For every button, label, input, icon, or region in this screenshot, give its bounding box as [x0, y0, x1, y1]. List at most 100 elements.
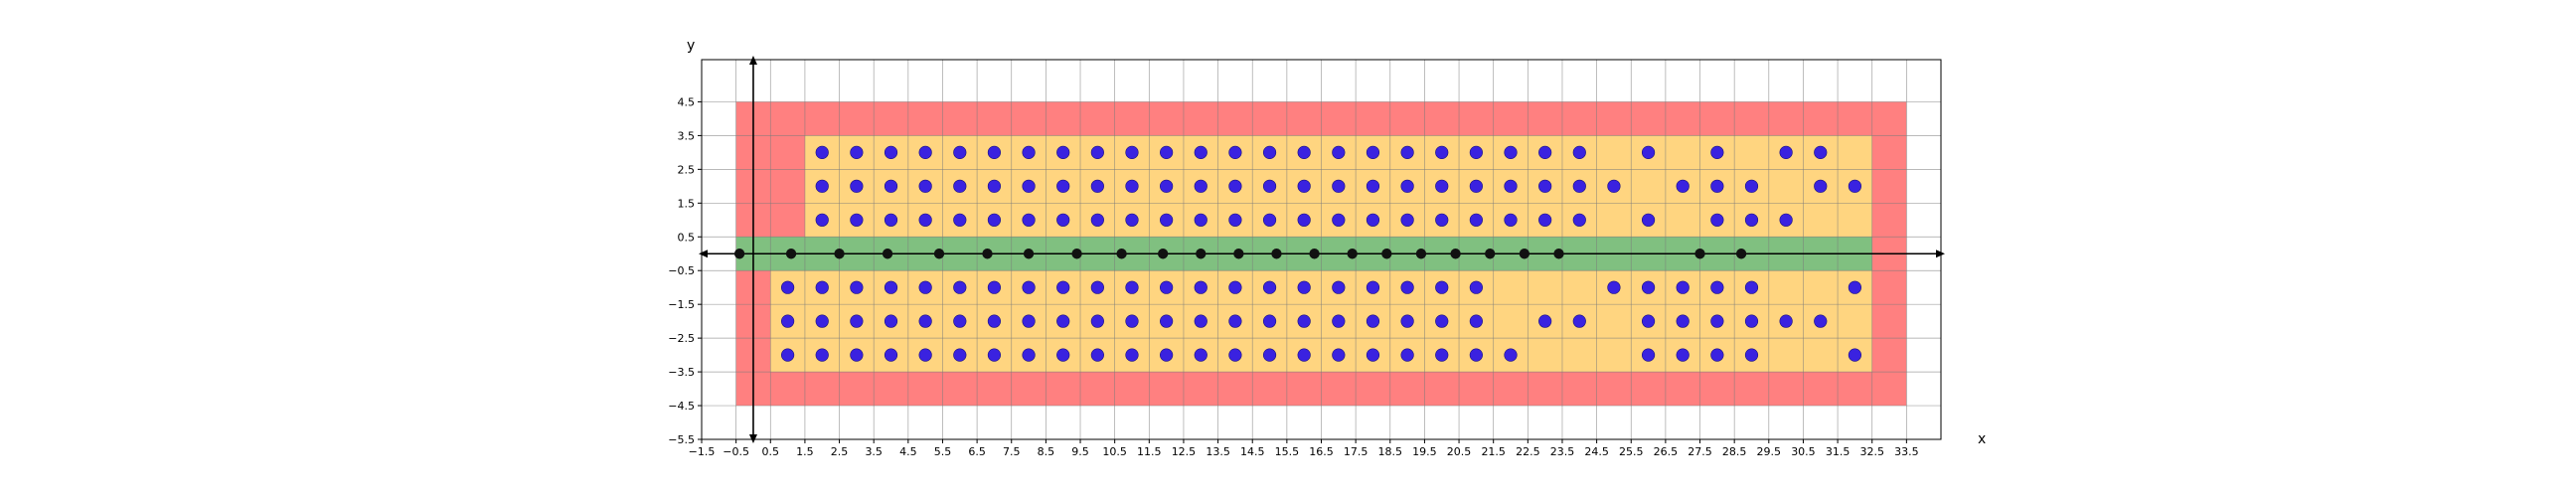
y-axis-arrow-down — [748, 434, 757, 443]
blue-point — [1469, 145, 1483, 159]
blue-point — [1090, 348, 1104, 362]
blue-point — [1194, 179, 1208, 193]
black-point — [982, 249, 993, 259]
blue-point — [1504, 179, 1518, 193]
blue-point — [1297, 348, 1311, 362]
blue-point — [1744, 179, 1759, 193]
x-tick-label: 33.5 — [1894, 445, 1919, 458]
blue-point — [987, 213, 1002, 227]
blue-point — [850, 314, 864, 328]
blue-point — [1056, 213, 1070, 227]
blue-point — [1538, 145, 1552, 159]
x-tick-label: 1.5 — [796, 445, 814, 458]
blue-point — [1194, 348, 1208, 362]
blue-point — [1607, 179, 1621, 193]
x-tick-label: 17.5 — [1344, 445, 1368, 458]
blue-point — [1090, 145, 1104, 159]
black-point — [1381, 249, 1392, 259]
x-tick-label: 18.5 — [1378, 445, 1403, 458]
blue-point — [1435, 314, 1449, 328]
blue-point — [1194, 280, 1208, 294]
blue-point — [1538, 213, 1552, 227]
blue-point — [1228, 213, 1242, 227]
blue-point — [1710, 213, 1724, 227]
blue-point — [1160, 314, 1174, 328]
x-tick-label: −1.5 — [689, 445, 716, 458]
blue-point — [1641, 314, 1656, 328]
blue-point — [1090, 213, 1104, 227]
blue-point — [1641, 145, 1656, 159]
blue-point — [1469, 280, 1483, 294]
blue-point — [953, 280, 967, 294]
blue-point — [850, 348, 864, 362]
x-tick-label: 29.5 — [1757, 445, 1782, 458]
blue-point — [1262, 314, 1277, 328]
blue-point — [1022, 145, 1036, 159]
blue-point — [1538, 179, 1552, 193]
x-axis-arrow-left — [699, 250, 708, 258]
blue-point — [1262, 145, 1277, 159]
black-point — [1485, 249, 1496, 259]
blue-point — [1744, 314, 1759, 328]
blue-point — [1160, 348, 1174, 362]
blue-point — [953, 145, 967, 159]
blue-point — [884, 179, 898, 193]
blue-point — [1332, 314, 1346, 328]
blue-point — [815, 314, 829, 328]
blue-point — [1297, 179, 1311, 193]
black-point — [1519, 249, 1530, 259]
black-point — [1347, 249, 1358, 259]
y-tick-label: −4.5 — [668, 400, 695, 413]
black-point — [882, 249, 893, 259]
blue-point — [1125, 179, 1139, 193]
black-point — [1233, 249, 1244, 259]
black-point — [785, 249, 797, 259]
blue-point — [1194, 314, 1208, 328]
blue-point — [780, 280, 795, 294]
blue-point — [1744, 213, 1759, 227]
blue-point — [1744, 280, 1759, 294]
y-tick-labels: 4.5 3.5 2.5 1.5 0.5 −0.5 −1.5 −2.5 −3.5 −4.5 −5.5 — [668, 95, 702, 446]
x-tick-label: 14.5 — [1240, 445, 1265, 458]
x-tick-label: 27.5 — [1688, 445, 1712, 458]
black-point — [1309, 249, 1320, 259]
blue-point — [1435, 348, 1449, 362]
blue-point — [1262, 179, 1277, 193]
blue-point — [1435, 179, 1449, 193]
black-point — [733, 249, 745, 259]
blue-point — [953, 348, 967, 362]
blue-point — [1366, 145, 1380, 159]
black-point — [1735, 249, 1747, 259]
blue-point — [918, 348, 932, 362]
blue-point — [1125, 314, 1139, 328]
blue-point — [1332, 348, 1346, 362]
blue-point — [815, 213, 829, 227]
blue-point — [1262, 213, 1277, 227]
blue-point — [815, 145, 829, 159]
blue-point — [1022, 348, 1036, 362]
blue-point — [1848, 348, 1862, 362]
blue-point — [815, 280, 829, 294]
blue-point — [1469, 348, 1483, 362]
blue-point — [1435, 213, 1449, 227]
y-tick-label: 1.5 — [678, 197, 696, 210]
blue-point — [1332, 280, 1346, 294]
blue-point — [1228, 179, 1242, 193]
blue-point — [780, 348, 795, 362]
blue-point — [1022, 280, 1036, 294]
x-tick-label: −0.5 — [723, 445, 749, 458]
blue-point — [1022, 213, 1036, 227]
blue-point — [1125, 280, 1139, 294]
blue-point — [1710, 179, 1724, 193]
blue-point — [1814, 314, 1828, 328]
blue-point — [987, 348, 1002, 362]
blue-point — [1160, 280, 1174, 294]
blue-point — [1676, 348, 1690, 362]
black-point — [834, 249, 845, 259]
blue-point — [1814, 145, 1828, 159]
blue-point — [1056, 145, 1070, 159]
black-point — [1196, 249, 1207, 259]
blue-point — [1400, 280, 1414, 294]
blue-point — [1504, 145, 1518, 159]
blue-point — [1194, 145, 1208, 159]
